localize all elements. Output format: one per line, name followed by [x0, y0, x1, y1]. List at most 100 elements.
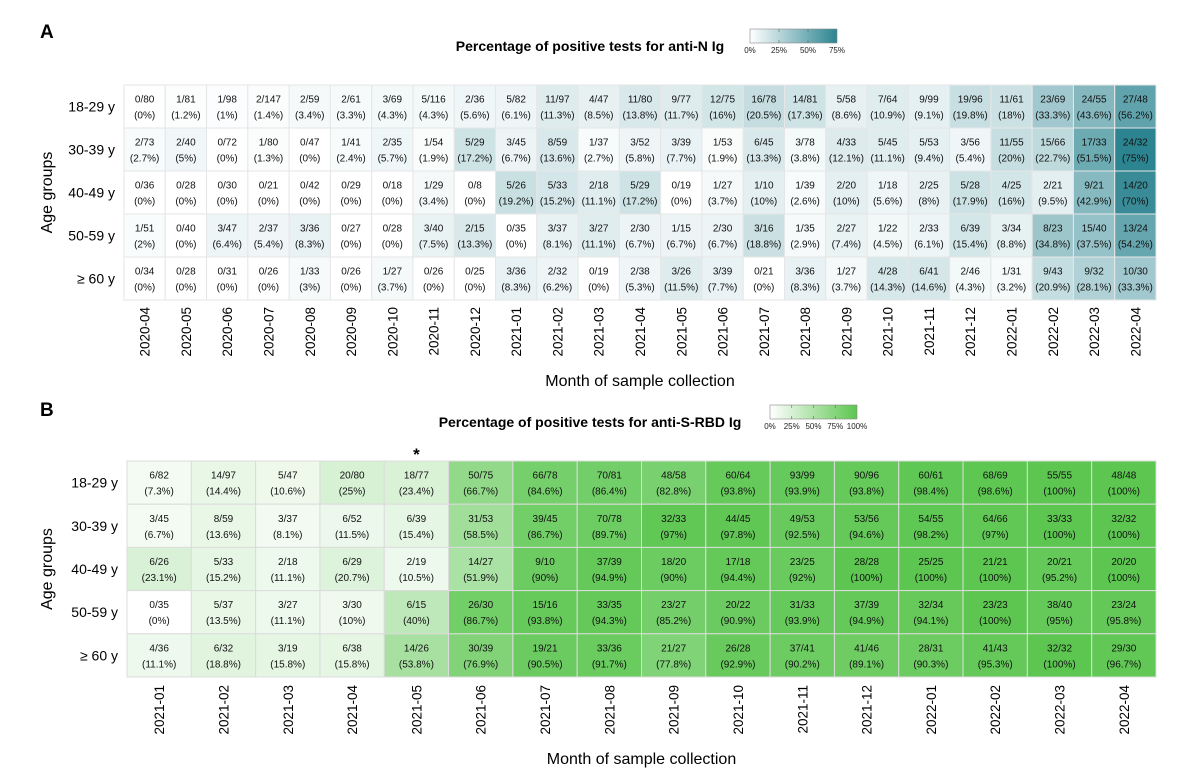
cell-rect — [1026, 546, 1093, 592]
heatmap-cell: 1/18 (5.6%) — [866, 170, 909, 215]
heatmap-cell: 3/39 (7.7%) — [701, 256, 744, 301]
cell-percent: (5.4%) — [956, 154, 985, 165]
cell-count: 5/47 — [278, 471, 298, 482]
heatmap-cell: 5/37 (13.5%) — [190, 590, 257, 635]
cell-count: 3/30 — [342, 600, 362, 611]
cell-percent: (4.3%) — [419, 111, 448, 122]
cell-rect — [898, 503, 964, 548]
cell-rect — [577, 84, 620, 129]
cell-percent: (2%) — [134, 240, 155, 251]
heatmap-cell: 19/96 (19.8%) — [949, 84, 992, 129]
cell-count: 1/18 — [878, 181, 898, 192]
column-tick-label: 2021-06 — [716, 307, 731, 357]
cell-count: 1/54 — [424, 138, 444, 149]
cell-percent: (2.7%) — [584, 154, 613, 165]
cell-percent: (5.7%) — [378, 154, 407, 165]
cell-percent: (93.8%) — [528, 616, 563, 627]
cell-percent: (5.4%) — [254, 240, 283, 251]
cell-percent: (95.8%) — [1106, 616, 1141, 627]
cell-rect — [255, 590, 321, 635]
cell-rect — [512, 590, 578, 635]
cell-count: 13/24 — [1123, 224, 1148, 235]
cell-percent: (97.8%) — [720, 530, 755, 541]
heatmap-cell: 26/30 (86.7%) — [448, 590, 514, 635]
cell-percent: (0%) — [175, 283, 196, 294]
cell-percent: (0%) — [464, 197, 485, 208]
heatmap-cell: 32/32 (100%) — [1091, 503, 1157, 548]
cell-count: 11/61 — [999, 95, 1024, 106]
heatmap-cell: 6/15 (40%) — [383, 590, 450, 635]
cell-rect — [512, 633, 578, 678]
cell-rect — [1091, 546, 1157, 592]
heatmap-cell: 0/21 (0%) — [742, 256, 785, 301]
cell-percent: (23.1%) — [142, 573, 177, 584]
cell-percent: (0%) — [149, 616, 170, 627]
heatmap-cell: 38/40 (95%) — [1026, 590, 1093, 635]
cell-percent: (0%) — [217, 283, 238, 294]
cell-count: 3/56 — [961, 138, 981, 149]
cell-percent: (3.3%) — [336, 111, 365, 122]
cell-count: 6/41 — [919, 267, 939, 278]
heatmap-cell: 14/26 (53.8%) — [383, 633, 450, 678]
cell-rect — [1072, 84, 1116, 129]
cell-rect — [383, 503, 450, 548]
cell-rect — [660, 213, 703, 258]
heatmap-cell: 66/78 (84.6%) — [512, 460, 578, 505]
cell-percent: (6.7%) — [501, 154, 530, 165]
cell-count: 28/31 — [918, 643, 943, 654]
cell-rect — [123, 170, 166, 215]
cell-rect — [769, 633, 835, 678]
cell-rect — [255, 546, 321, 592]
cell-percent: (6.1%) — [914, 240, 943, 251]
cell-percent: (89.1%) — [849, 659, 884, 670]
heatmap-cell: 8/59 (13.6%) — [190, 503, 257, 548]
cell-percent: (86.7%) — [463, 616, 498, 627]
cell-percent: (94.1%) — [913, 616, 948, 627]
cell-rect — [576, 546, 642, 592]
heatmap-cell: 1/41 (2.4%) — [329, 127, 373, 172]
cell-percent: (98.4%) — [913, 487, 948, 498]
heatmap-cell: 6/39 (15.4%) — [949, 213, 992, 258]
heatmap-cell: 70/81 (86.4%) — [576, 460, 642, 505]
cell-percent: (28.1%) — [1077, 283, 1112, 294]
column-tick-label: 2021-11 — [922, 307, 937, 356]
cell-percent: (0%) — [753, 283, 774, 294]
cell-percent: (3.7%) — [708, 197, 737, 208]
cell-count: 11/80 — [628, 95, 653, 106]
colorbar-tick-label: 75% — [829, 46, 845, 55]
cell-count: 14/97 — [211, 471, 236, 482]
cell-percent: (7.4%) — [832, 240, 861, 251]
cell-percent: (7.3%) — [144, 487, 173, 498]
cell-count: 1/27 — [383, 267, 403, 278]
column-tick-label: 2021-12 — [860, 685, 875, 735]
cell-percent: (86.7%) — [528, 530, 563, 541]
heatmap-cell: 37/39 (94.9%) — [833, 590, 900, 635]
heatmap-cell: 0/31 (0%) — [206, 256, 249, 301]
heatmap-cell: 16/78 (20.5%) — [742, 84, 785, 129]
cell-rect — [319, 546, 385, 592]
heatmap-cell: 2/147 (1.4%) — [247, 84, 290, 129]
cell-rect — [1072, 127, 1116, 172]
cell-rect — [833, 590, 900, 635]
cell-count: 32/33 — [661, 514, 686, 525]
heatmap-cell: 55/55 (100%) — [1026, 460, 1093, 505]
heatmap-cell: 3/78 (3.8%) — [783, 127, 827, 172]
cell-percent: (8.5%) — [584, 111, 613, 122]
heatmap-cell: 28/31 (90.3%) — [898, 633, 964, 678]
column-tick-label: 2022-03 — [1087, 307, 1102, 357]
cell-rect — [1114, 127, 1157, 172]
cell-count: 31/33 — [790, 600, 815, 611]
cell-count: 64/66 — [983, 514, 1008, 525]
column-tick-label: 2020-06 — [220, 307, 235, 357]
cell-count: 11/97 — [545, 95, 570, 106]
cell-percent: (5%) — [175, 154, 196, 165]
cell-rect — [1026, 460, 1093, 505]
heatmap-cell: 32/32 (100%) — [1026, 633, 1093, 678]
cell-rect — [164, 256, 208, 301]
heatmap-cell: 5/47 (10.6%) — [255, 460, 321, 505]
cell-percent: (10%) — [833, 197, 860, 208]
cell-rect — [1026, 590, 1093, 635]
colorbar-legend: 0% 25% 50% 75% — [744, 28, 845, 55]
cell-percent: (70%) — [1122, 197, 1149, 208]
heatmap-cell: 14/81 (17.3%) — [783, 84, 827, 129]
